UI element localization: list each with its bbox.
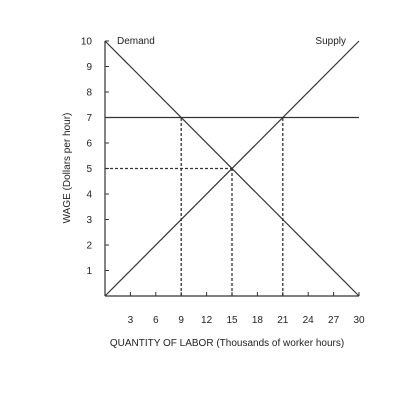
y-tick-label: 8: [86, 88, 92, 99]
x-tick-label: 27: [328, 315, 340, 326]
x-axis-title: QUANTITY OF LABOR (Thousands of worker h…: [110, 338, 344, 349]
y-tick-label: 3: [86, 215, 92, 226]
y-tick-label: 5: [86, 164, 92, 175]
curve-labels: Demand Supply: [117, 36, 346, 47]
y-tick-label: 9: [86, 62, 92, 73]
supply-curve: [104, 40, 360, 297]
y-tick-label: 7: [86, 113, 92, 124]
dashed-guide-lines: [105, 117, 284, 296]
x-tick-label: 30: [353, 315, 365, 326]
x-tick-label: 6: [153, 315, 159, 326]
y-tick-label: 2: [86, 241, 92, 252]
x-tick-label: 15: [226, 315, 238, 326]
y-tick-label: 4: [86, 190, 92, 201]
x-tick-label: 12: [201, 315, 213, 326]
y-tick-label: 10: [81, 37, 93, 48]
demand-label: Demand: [117, 36, 155, 47]
y-axis-title: WAGE (Dollars per hour): [62, 113, 73, 224]
x-tick-label: 3: [128, 315, 134, 326]
x-tick-label: 21: [277, 315, 289, 326]
series-lines: [104, 40, 360, 297]
x-tick-label: 18: [252, 315, 264, 326]
y-tick-label: 1: [86, 266, 92, 277]
supply-label: Supply: [315, 36, 346, 47]
x-tick-label: 9: [178, 315, 184, 326]
x-tick-label: 24: [303, 315, 315, 326]
y-tick-label: 6: [86, 139, 92, 150]
